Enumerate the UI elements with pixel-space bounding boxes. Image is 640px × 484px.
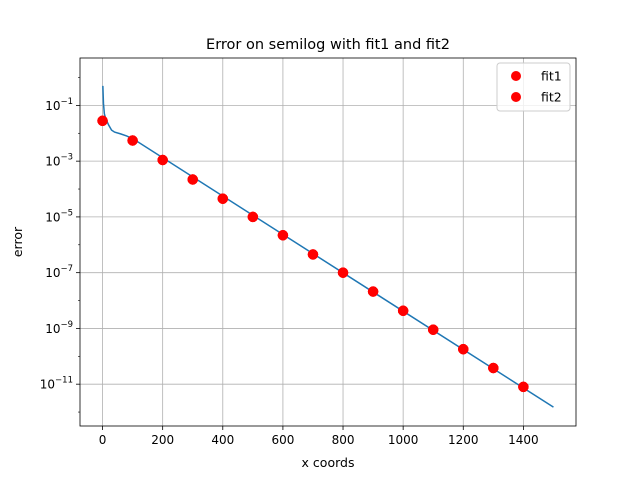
- plot-frame: [79, 57, 577, 427]
- x-tick-label: 600: [271, 433, 294, 447]
- chart-title: Error on semilog with fit1 and fit2: [206, 37, 450, 53]
- data-point-fit2: [157, 154, 168, 166]
- x-tick-label: 1000: [388, 433, 419, 447]
- y-tick-label-exponent: −5: [60, 208, 73, 218]
- data-point-fit2: [397, 305, 409, 317]
- y-axis-label: error: [10, 226, 25, 257]
- y-tick-label-base: 10: [45, 99, 60, 113]
- y-tick-label: 10−9: [45, 320, 73, 336]
- data-point-fit2: [458, 343, 469, 355]
- y-tick-label-exponent: −7: [60, 264, 73, 274]
- y-tick-label: 10−5: [45, 208, 73, 224]
- y-tick-label-base: 10: [45, 155, 60, 169]
- data-point-fit2: [367, 286, 379, 297]
- data-point-fit2: [217, 193, 229, 204]
- y-tick-label: 10−1: [45, 97, 73, 113]
- y-tick-label-base: 10: [40, 378, 55, 392]
- x-tick-label: 800: [332, 433, 355, 447]
- data-point-fit2: [427, 324, 439, 335]
- grid: [80, 58, 576, 426]
- x-tick-label: 400: [211, 433, 234, 447]
- y-tick-label-base: 10: [45, 266, 60, 280]
- y-tick-label-exponent: −11: [55, 376, 73, 386]
- legend-label-fit1: fit1: [541, 69, 562, 84]
- data-point-fit2: [127, 135, 138, 146]
- legend-marker-fit2: [511, 92, 521, 102]
- y-tick-label-exponent: −3: [60, 153, 73, 163]
- x-tick-label: 200: [151, 433, 174, 447]
- legend-marker-fit1: [511, 71, 521, 81]
- y-tick-label: 10−11: [40, 376, 73, 392]
- data-point-fit2: [337, 267, 349, 278]
- y-tick-label-exponent: −9: [60, 320, 73, 330]
- y-tick-label-base: 10: [45, 210, 60, 224]
- x-axis-ticks: 0 200 400 600 800 1000 1200 1400: [99, 426, 539, 447]
- legend: fit1 fit2: [496, 62, 571, 112]
- y-tick-label: 10−3: [45, 153, 73, 169]
- legend-label-fit2: fit2: [541, 90, 562, 105]
- data-point-fit2: [488, 362, 499, 374]
- x-tick-label: 1200: [448, 433, 479, 447]
- x-tick-label: 0: [99, 433, 107, 447]
- data-point-fit2: [277, 229, 289, 241]
- data-point-fit2: [518, 381, 529, 393]
- x-axis-label: x coords: [302, 455, 355, 470]
- y-tick-label-base: 10: [45, 322, 60, 336]
- y-tick-label-exponent: −1: [60, 97, 73, 107]
- series-group: [97, 85, 554, 408]
- data-point-fit2: [97, 115, 108, 127]
- x-tick-label: 1400: [508, 433, 539, 447]
- data-point-fit2: [187, 174, 198, 185]
- data-point-fit2: [247, 211, 259, 223]
- y-tick-label: 10−7: [45, 264, 73, 280]
- data-point-fit2: [307, 249, 319, 260]
- series-line-error: [102, 85, 554, 408]
